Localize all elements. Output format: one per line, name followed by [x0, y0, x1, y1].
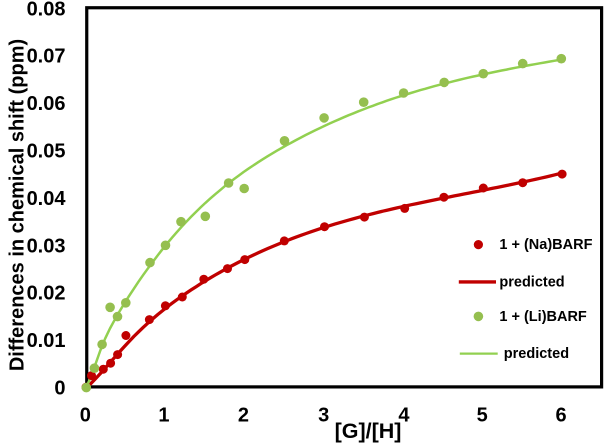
svg-text:0.03: 0.03 — [27, 235, 66, 257]
svg-text:predicted: predicted — [504, 346, 569, 362]
svg-text:2: 2 — [238, 405, 249, 427]
svg-text:predicted: predicted — [499, 274, 564, 290]
svg-text:6: 6 — [555, 405, 566, 427]
svg-text:0.08: 0.08 — [27, 0, 66, 20]
svg-text:1 + (Li)BARF: 1 + (Li)BARF — [499, 309, 587, 325]
svg-text:4: 4 — [398, 405, 410, 427]
svg-text:Differences in chemical shift: Differences in chemical shift (ppm) — [7, 39, 29, 371]
svg-text:0: 0 — [54, 378, 65, 400]
svg-text:3: 3 — [318, 405, 329, 427]
svg-text:1 + (Na)BARF: 1 + (Na)BARF — [499, 237, 592, 253]
svg-text:[G]/[H]: [G]/[H] — [335, 419, 402, 443]
svg-text:0.02: 0.02 — [27, 283, 66, 305]
svg-text:0.07: 0.07 — [27, 46, 66, 68]
svg-text:5: 5 — [477, 405, 488, 427]
svg-text:0.06: 0.06 — [27, 93, 66, 115]
svg-text:0: 0 — [80, 405, 91, 427]
svg-text:0.01: 0.01 — [27, 330, 66, 352]
svg-text:0.04: 0.04 — [27, 188, 67, 210]
svg-text:0.05: 0.05 — [27, 141, 66, 163]
svg-text:1: 1 — [158, 405, 169, 427]
